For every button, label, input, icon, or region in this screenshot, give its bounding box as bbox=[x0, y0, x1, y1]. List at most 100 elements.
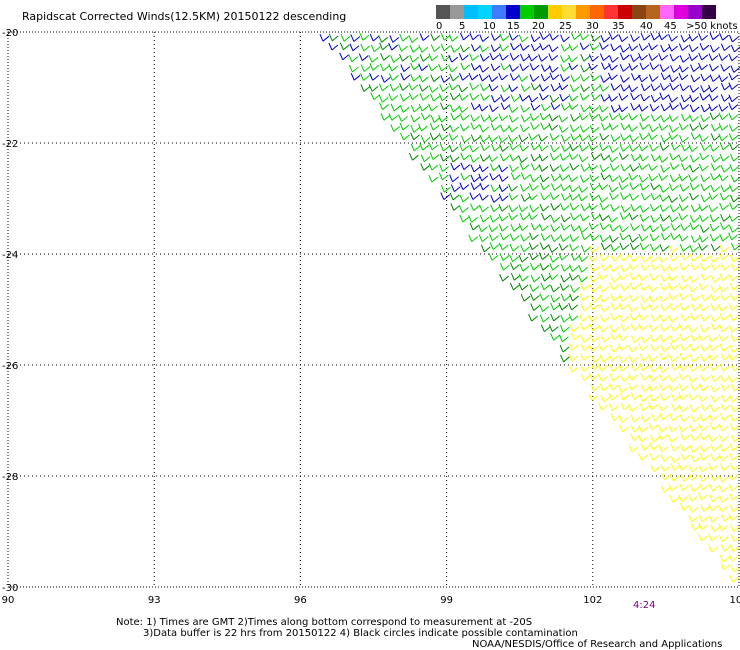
colorbar-swatch bbox=[702, 5, 716, 19]
wind-barb bbox=[518, 155, 528, 163]
wind-barb bbox=[650, 182, 660, 191]
wind-barb bbox=[388, 113, 399, 121]
wind-barb bbox=[660, 464, 671, 472]
wind-barb bbox=[700, 353, 710, 362]
wind-barb bbox=[718, 133, 728, 142]
wind-barb bbox=[650, 313, 661, 322]
wind-barb bbox=[728, 112, 739, 121]
wind-barb bbox=[650, 334, 660, 343]
wind-barb bbox=[438, 93, 449, 102]
wind-barb bbox=[638, 434, 648, 443]
colorbar-label: 0 bbox=[436, 21, 443, 32]
wind-barb bbox=[669, 335, 680, 343]
wind-barb bbox=[729, 142, 739, 151]
wind-barb bbox=[650, 94, 661, 103]
wind-barb bbox=[681, 274, 691, 283]
wind-barb bbox=[720, 262, 731, 271]
wind-barb bbox=[600, 94, 611, 102]
wind-barb bbox=[708, 334, 718, 343]
wind-barb bbox=[549, 192, 560, 201]
wind-barb bbox=[728, 324, 739, 333]
wind-barb bbox=[380, 75, 391, 83]
wind-barb bbox=[718, 434, 729, 442]
wind-barb bbox=[568, 54, 578, 63]
wind-barb bbox=[719, 313, 730, 321]
wind-barb bbox=[570, 332, 581, 341]
wind-barb bbox=[590, 212, 601, 221]
wind-barb bbox=[600, 334, 611, 343]
wind-barb bbox=[378, 95, 389, 103]
wind-barb bbox=[629, 254, 640, 262]
wind-barb bbox=[659, 412, 670, 421]
wind-barb bbox=[648, 383, 659, 392]
wind-barb bbox=[660, 134, 671, 143]
note-line-2: 3)Data buffer is 22 hrs from 20150122 4)… bbox=[143, 628, 578, 639]
wind-barb bbox=[588, 54, 599, 62]
wind-barb bbox=[599, 284, 610, 293]
colorbar-label: >50 knots bbox=[686, 21, 738, 32]
wind-barb bbox=[529, 113, 540, 121]
wind-barb bbox=[578, 225, 589, 233]
wind-barb bbox=[569, 143, 579, 152]
wind-barb bbox=[710, 303, 721, 311]
wind-barb bbox=[668, 33, 678, 42]
wind-barb bbox=[538, 134, 548, 142]
wind-barb bbox=[579, 125, 590, 133]
wind-barb bbox=[708, 343, 719, 351]
wind-barb bbox=[639, 242, 650, 251]
wind-barb bbox=[588, 372, 599, 381]
wind-barb bbox=[520, 114, 531, 123]
wind-barb bbox=[628, 444, 639, 453]
wind-barb bbox=[698, 163, 709, 172]
wind-barb bbox=[698, 333, 709, 342]
wind-barb bbox=[488, 114, 499, 123]
wind-barb bbox=[490, 123, 501, 131]
wind-barb bbox=[689, 404, 700, 413]
wind-barb bbox=[528, 132, 538, 141]
wind-barb bbox=[498, 223, 509, 232]
wind-barb bbox=[469, 144, 480, 153]
wind-barb bbox=[460, 152, 470, 161]
wind-barb bbox=[729, 254, 740, 263]
wind-barb bbox=[578, 154, 589, 163]
wind-barb bbox=[418, 74, 429, 83]
wind-barb bbox=[650, 434, 660, 443]
wind-barb bbox=[379, 42, 389, 51]
colorbar-label: 20 bbox=[532, 21, 545, 32]
wind-barb bbox=[630, 392, 641, 400]
wind-barb bbox=[488, 224, 499, 233]
wind-barb bbox=[650, 215, 661, 223]
wind-barb bbox=[560, 44, 571, 52]
wind-barb bbox=[708, 103, 719, 112]
wind-barb bbox=[588, 62, 598, 71]
wind-barb bbox=[679, 483, 689, 491]
wind-barb bbox=[700, 313, 711, 322]
wind-barb bbox=[559, 203, 570, 211]
wind-barb bbox=[408, 92, 419, 101]
wind-barb bbox=[650, 343, 661, 352]
colorbar-swatch bbox=[534, 5, 548, 19]
wind-barb bbox=[569, 84, 580, 93]
wind-barb bbox=[520, 233, 530, 242]
wind-barb bbox=[649, 273, 660, 281]
wind-barb bbox=[698, 122, 709, 130]
colorbar-swatch bbox=[478, 5, 492, 19]
wind-barb bbox=[600, 314, 610, 323]
wind-barb bbox=[660, 303, 671, 312]
wind-barb bbox=[639, 283, 650, 291]
wind-barb bbox=[558, 302, 569, 311]
wind-barb bbox=[628, 112, 639, 121]
wind-barb bbox=[688, 44, 699, 53]
wind-barb bbox=[468, 72, 479, 81]
wind-barb bbox=[610, 413, 621, 421]
wind-barb bbox=[700, 403, 711, 411]
wind-barb bbox=[600, 34, 611, 43]
wind-barb bbox=[630, 323, 641, 331]
wind-barb bbox=[560, 134, 571, 143]
wind-barb bbox=[548, 44, 559, 53]
wind-barb bbox=[720, 293, 731, 301]
colorbar-swatch bbox=[464, 5, 478, 19]
wind-barb bbox=[668, 95, 679, 103]
wind-barb bbox=[339, 42, 350, 51]
wind-barb bbox=[458, 105, 469, 113]
